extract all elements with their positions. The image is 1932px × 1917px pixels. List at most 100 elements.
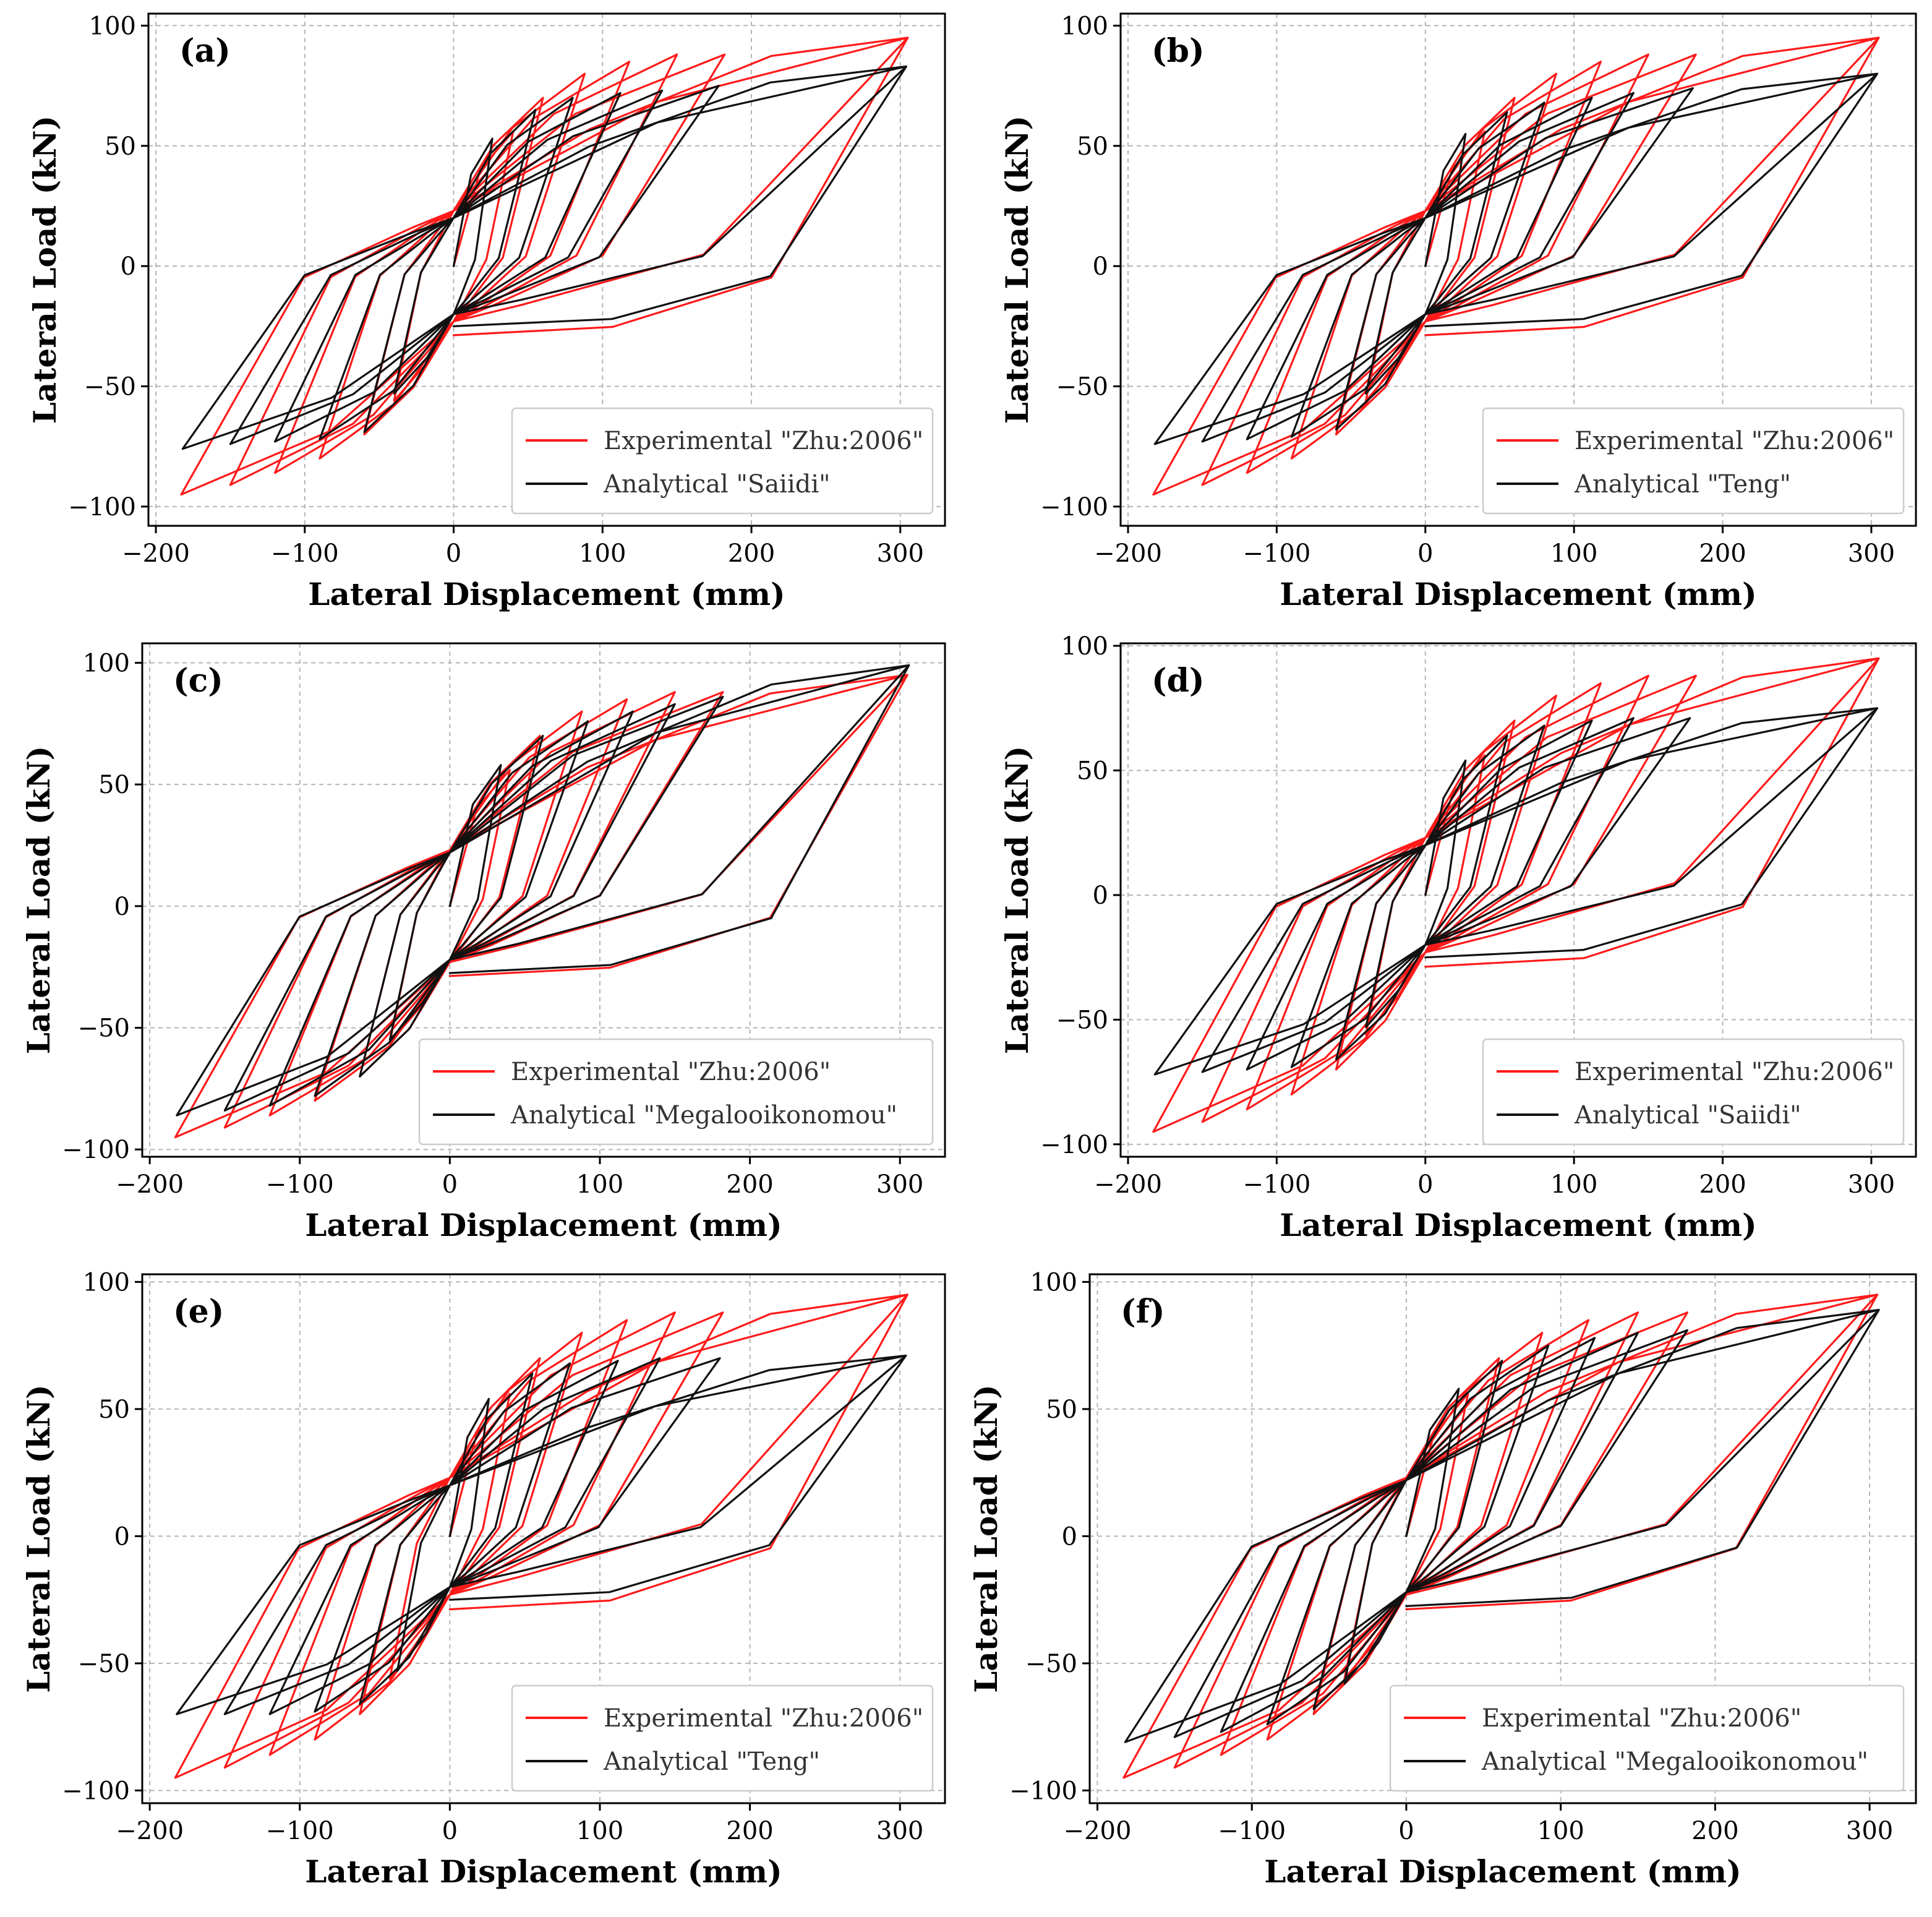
y-tick-label: −50 [78,1650,130,1678]
x-tick-label: −200 [122,539,190,568]
x-tick-label: 200 [1699,1170,1746,1199]
x-tick-label: 300 [1848,539,1895,568]
plot-frame [141,642,946,1158]
legend-box [1482,1038,1905,1146]
series-analytical-line [1124,1308,1880,1743]
x-tick-label: 300 [1846,1817,1893,1845]
legend: Experimental "Zhu:2006" Analytical "Megal… [418,1038,934,1146]
chart-panel: −200 −100 0 100 200 300 −100 −50 0 50 100 Lateral D… [968,1268,1917,1890]
y-axis-label: Lateral Load (kN) [20,1384,57,1693]
legend-label-experimental: Experimental "Zhu:2006" [1575,1058,1894,1086]
y-tick-label: 0 [1062,1522,1077,1551]
legend-label-analytical: Analytical "Megalooikonomou" [510,1101,897,1130]
x-tick-label: 300 [876,1817,923,1845]
chart-panel: −200 −100 0 100 200 300 −100 −50 0 50 100 Lateral D… [999,632,1917,1243]
x-tick-label: 200 [728,539,775,568]
x-tick-label: −100 [266,1170,334,1199]
x-tick-label: −100 [1242,1170,1310,1199]
x-tick-label: 100 [1550,539,1597,568]
y-tick-label: −100 [1040,1131,1108,1159]
panel-label: (e) [173,1293,224,1331]
y-tick-label: 100 [83,649,130,677]
y-tick-label: 0 [114,1522,130,1551]
legend-label-experimental: Experimental "Zhu:2006" [604,1704,923,1733]
plot-frame [1119,12,1917,527]
y-tick-label: −100 [68,493,136,521]
x-tick-label: −100 [1218,1817,1286,1845]
y-tick-label: 50 [1077,132,1108,161]
x-tick-label: −200 [116,1817,184,1845]
y-tick-label: 50 [1046,1396,1077,1424]
x-tick-label: 100 [1550,1170,1597,1199]
y-axis-label: Lateral Load (kN) [999,746,1035,1055]
legend-box [418,1038,934,1146]
panel-label: (a) [179,32,231,70]
y-tick-label: 100 [1030,1268,1077,1297]
panel-label: (d) [1152,662,1205,700]
legend-label-experimental: Experimental "Zhu:2006" [511,1058,831,1086]
y-tick-label: −50 [1025,1650,1077,1678]
x-tick-label: 200 [726,1170,773,1199]
x-tick-label: 300 [877,539,924,568]
plot-frame [1119,642,1917,1158]
y-tick-label: 100 [1061,632,1108,661]
legend-label-analytical: Analytical "Teng" [1574,470,1791,499]
legend: Experimental "Zhu:2006" Analytical "Saiid… [511,407,934,515]
legend-label-experimental: Experimental "Zhu:2006" [1575,427,1894,455]
series-analytical-line [1153,72,1879,445]
y-tick-label: −100 [62,1777,130,1805]
series-analytical-line [181,65,907,450]
x-tick-label: −100 [271,539,339,568]
x-tick-label: 0 [1398,1817,1414,1845]
chart-panel: −200 −100 0 100 200 300 −100 −50 0 50 100 Lateral D… [999,12,1917,612]
chart-panel: −200 −100 0 100 200 300 −100 −50 0 50 100 Lateral D… [20,642,946,1243]
plot-frame [1088,1273,1917,1804]
x-axis-label: Lateral Displacement (mm) [1280,576,1756,612]
y-axis-label: Lateral Load (kN) [20,746,57,1055]
x-tick-label: −200 [1094,539,1162,568]
legend-label-experimental: Experimental "Zhu:2006" [604,427,923,455]
y-tick-label: 0 [1093,881,1108,910]
x-tick-label: 300 [1848,1170,1895,1199]
y-tick-label: 0 [121,252,136,281]
x-tick-label: 0 [1417,1170,1433,1199]
x-tick-label: 300 [876,1170,923,1199]
legend-label-analytical: Analytical "Teng" [603,1748,820,1776]
x-axis-label: Lateral Displacement (mm) [1264,1853,1741,1890]
x-tick-label: −100 [266,1817,334,1845]
y-tick-label: 50 [1077,757,1108,785]
series-analytical-line [176,1354,907,1715]
x-axis-label: Lateral Displacement (mm) [305,1853,782,1890]
chart-panel: −200 −100 0 100 200 300 −100 −50 0 50 100 Lateral D… [27,12,946,612]
y-tick-label: −100 [62,1136,130,1164]
series-analytical-line [1153,707,1879,1076]
legend-box [1389,1684,1905,1792]
y-tick-label: −50 [78,1014,130,1043]
x-tick-label: 0 [446,539,461,568]
legend-box [1482,407,1905,515]
y-tick-label: 100 [89,12,136,40]
x-tick-label: 200 [726,1817,773,1845]
y-axis-label: Lateral Load (kN) [27,116,63,424]
y-tick-label: 0 [1093,252,1108,281]
x-axis-label: Lateral Displacement (mm) [308,576,785,612]
x-tick-label: 100 [579,539,626,568]
legend-label-analytical: Analytical "Megalooikonomou" [1481,1748,1868,1776]
y-tick-label: 50 [98,771,130,799]
y-tick-label: 100 [83,1268,130,1297]
x-tick-label: 100 [576,1170,623,1199]
y-tick-label: −50 [1056,373,1108,401]
x-tick-label: 0 [1417,539,1433,568]
chart-panel: −200 −100 0 100 200 300 −100 −50 0 50 100 Lateral D… [20,1268,946,1890]
legend: Experimental "Zhu:2006" Analytical "Megal… [1389,1684,1905,1792]
y-tick-label: 50 [105,132,136,161]
panel-label: (f) [1121,1293,1165,1331]
panel-label: (b) [1152,32,1205,70]
legend: Experimental "Zhu:2006" Analytical "Saiid… [1482,1038,1905,1146]
x-axis-label: Lateral Displacement (mm) [1280,1207,1756,1243]
legend-box [511,407,934,515]
x-tick-label: −200 [116,1170,184,1199]
legend-label-experimental: Experimental "Zhu:2006" [1482,1704,1802,1733]
x-tick-label: 200 [1691,1817,1738,1845]
x-axis-label: Lateral Displacement (mm) [305,1207,782,1243]
